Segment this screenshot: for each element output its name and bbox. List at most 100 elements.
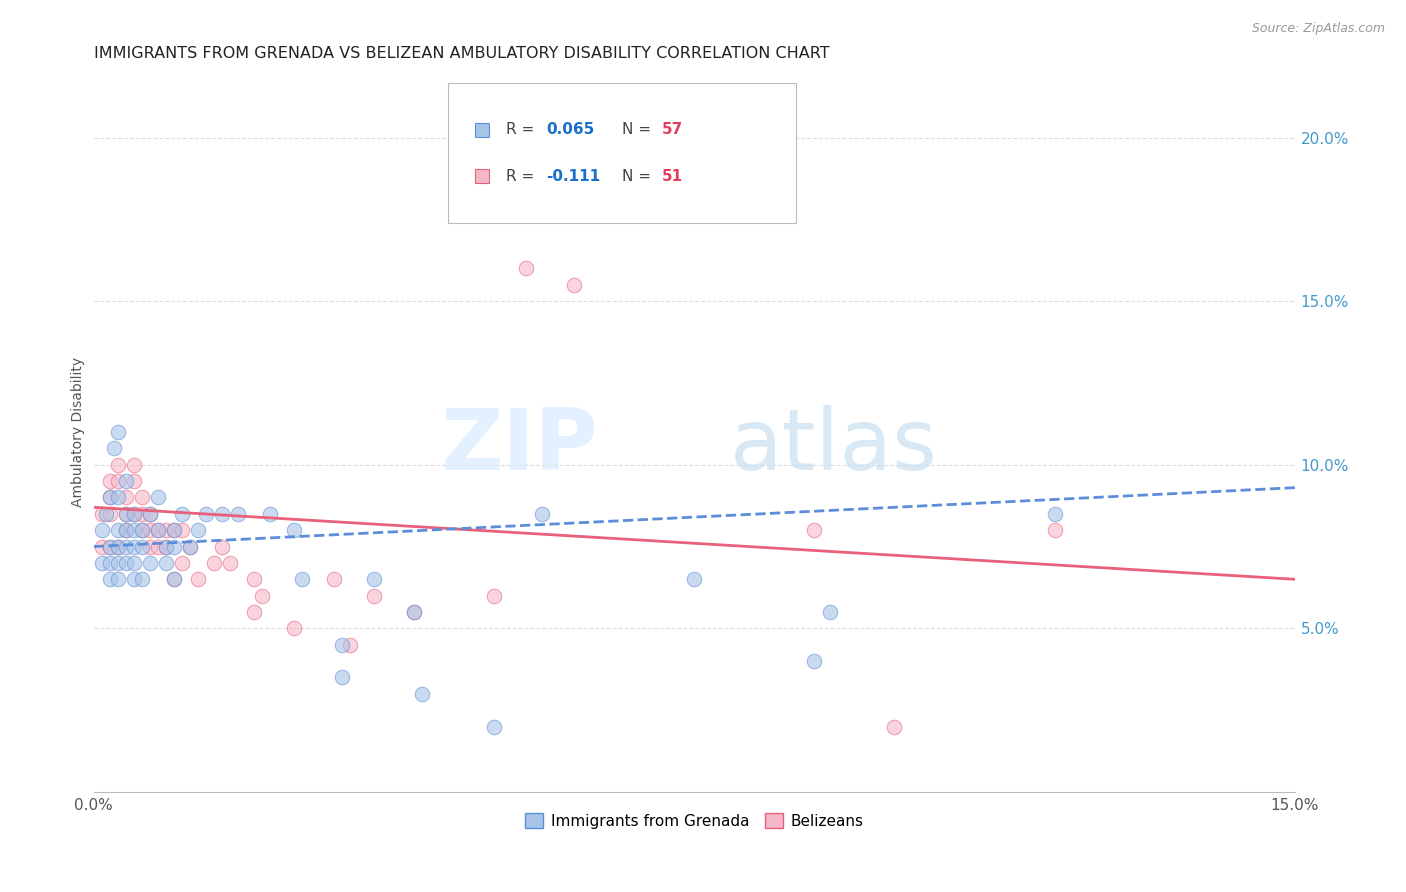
Text: R =: R = xyxy=(506,122,538,137)
Point xyxy=(131,523,153,537)
Point xyxy=(138,556,160,570)
Text: ZIP: ZIP xyxy=(440,405,598,488)
Point xyxy=(226,507,249,521)
Point xyxy=(683,572,706,586)
Text: 0.065: 0.065 xyxy=(547,122,595,137)
Point xyxy=(202,556,225,570)
Point xyxy=(107,556,129,570)
Point xyxy=(339,638,361,652)
Point xyxy=(170,556,193,570)
Point xyxy=(98,572,121,586)
Point xyxy=(283,523,305,537)
Point xyxy=(107,540,129,554)
Point xyxy=(218,556,240,570)
Point xyxy=(114,474,136,488)
Text: -0.111: -0.111 xyxy=(547,169,600,184)
Point xyxy=(90,507,112,521)
Point xyxy=(146,523,169,537)
Point xyxy=(163,572,186,586)
Point xyxy=(107,523,129,537)
Point xyxy=(107,491,129,505)
Point xyxy=(107,458,129,472)
Point xyxy=(163,540,186,554)
FancyBboxPatch shape xyxy=(449,83,796,223)
Point xyxy=(122,458,145,472)
Point xyxy=(107,474,129,488)
Point xyxy=(163,523,186,537)
Point xyxy=(98,491,121,505)
Point xyxy=(155,540,177,554)
Point xyxy=(515,261,537,276)
Point xyxy=(114,491,136,505)
Point xyxy=(98,491,121,505)
Point xyxy=(138,523,160,537)
Point xyxy=(187,572,209,586)
Point xyxy=(179,540,201,554)
Point xyxy=(402,605,425,619)
Text: 51: 51 xyxy=(662,169,683,184)
Point xyxy=(330,638,353,652)
Point xyxy=(363,589,385,603)
Point xyxy=(402,605,425,619)
Point xyxy=(411,687,433,701)
Point xyxy=(820,605,842,619)
Legend: Immigrants from Grenada, Belizeans: Immigrants from Grenada, Belizeans xyxy=(519,806,870,835)
Point xyxy=(531,507,554,521)
Text: Source: ZipAtlas.com: Source: ZipAtlas.com xyxy=(1251,22,1385,36)
Point xyxy=(187,523,209,537)
Point xyxy=(138,540,160,554)
Point xyxy=(131,523,153,537)
Point xyxy=(114,523,136,537)
Point xyxy=(283,621,305,635)
Point xyxy=(122,556,145,570)
Point xyxy=(242,605,264,619)
Point xyxy=(163,572,186,586)
Point xyxy=(114,523,136,537)
Text: N =: N = xyxy=(621,169,657,184)
Point xyxy=(170,507,193,521)
Point xyxy=(155,556,177,570)
Point xyxy=(98,474,121,488)
Point xyxy=(114,507,136,521)
Point xyxy=(122,507,145,521)
Point xyxy=(114,507,136,521)
Point xyxy=(122,507,145,521)
Point xyxy=(482,589,505,603)
Point xyxy=(211,540,233,554)
Point xyxy=(211,507,233,521)
Point xyxy=(259,507,281,521)
Point xyxy=(330,670,353,684)
Point xyxy=(1043,507,1066,521)
Point xyxy=(803,523,825,537)
Point xyxy=(170,523,193,537)
Point xyxy=(122,474,145,488)
Point xyxy=(114,556,136,570)
Point xyxy=(131,491,153,505)
Point xyxy=(146,540,169,554)
Point xyxy=(138,507,160,521)
Y-axis label: Ambulatory Disability: Ambulatory Disability xyxy=(72,357,86,507)
Point xyxy=(90,540,112,554)
Text: IMMIGRANTS FROM GRENADA VS BELIZEAN AMBULATORY DISABILITY CORRELATION CHART: IMMIGRANTS FROM GRENADA VS BELIZEAN AMBU… xyxy=(94,46,830,62)
Point xyxy=(114,540,136,554)
Point xyxy=(155,523,177,537)
Text: R =: R = xyxy=(506,169,538,184)
Point xyxy=(250,589,273,603)
Point xyxy=(107,540,129,554)
Text: atlas: atlas xyxy=(730,405,938,488)
Point xyxy=(90,556,112,570)
Point xyxy=(179,540,201,554)
Point xyxy=(163,523,186,537)
Point xyxy=(107,425,129,439)
Point xyxy=(98,540,121,554)
Point xyxy=(90,523,112,537)
Point xyxy=(883,719,905,733)
Text: 57: 57 xyxy=(662,122,683,137)
Point xyxy=(103,442,125,456)
Point xyxy=(155,540,177,554)
Point xyxy=(363,572,385,586)
Text: N =: N = xyxy=(621,122,657,137)
Point xyxy=(322,572,344,586)
Point xyxy=(122,572,145,586)
Point xyxy=(146,523,169,537)
